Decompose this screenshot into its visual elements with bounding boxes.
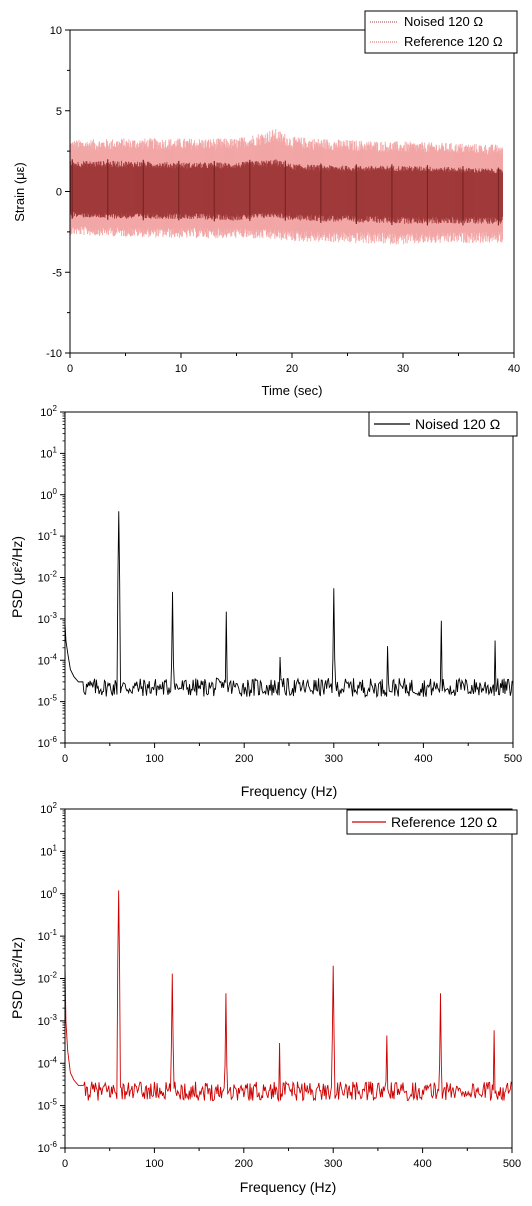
psd-x-tick-label: 400 bbox=[413, 1158, 431, 1170]
legend-label-reference-psd: Reference 120 Ω bbox=[391, 814, 497, 830]
psd-y-tick-label: 101 bbox=[40, 843, 57, 858]
psd-noised-chart: 102 101 100 10-1 10-2 10-3 10-4 10-5 10-6 0 100 200… bbox=[9, 404, 522, 799]
psd-x-tick-label: 300 bbox=[325, 753, 343, 765]
psd-y-tick-label: 102 bbox=[40, 801, 57, 816]
psd-series-line bbox=[64, 890, 513, 1103]
psd-noised-legend: Noised 120 Ω bbox=[368, 411, 518, 437]
psd-x-tick-label: 200 bbox=[235, 753, 253, 765]
strain-y-axis-label: Strain (με) bbox=[12, 162, 27, 222]
psd-y-tick-label: 10-3 bbox=[38, 611, 58, 626]
legend-label-noised: Noised 120 Ω bbox=[404, 14, 483, 29]
strain-y-tick-label: 0 bbox=[56, 187, 62, 199]
psd-y-tick-label: 10-2 bbox=[38, 971, 58, 986]
strain-legend: Noised 120 Ω Reference 120 Ω bbox=[364, 10, 518, 54]
strain-x-tick-label: 0 bbox=[67, 363, 73, 375]
psd-x-tick-label: 500 bbox=[504, 753, 522, 765]
psd-reference-legend: Reference 120 Ω bbox=[346, 809, 518, 835]
strain-x-tick-label: 30 bbox=[397, 363, 409, 375]
strain-y-tick-label: 5 bbox=[56, 106, 62, 118]
psd-y-tick-label: 10-4 bbox=[38, 1055, 58, 1070]
psd-y-tick-label: 10-5 bbox=[38, 694, 58, 709]
psd-reference-plot-area bbox=[64, 890, 513, 1103]
psd-x-tick-label: 500 bbox=[503, 1158, 521, 1170]
psd-x-tick-label: 300 bbox=[324, 1158, 342, 1170]
psd-reference-plot-frame bbox=[64, 808, 513, 1149]
psd-x-tick-label: 0 bbox=[62, 753, 68, 765]
psd-x-tick-label: 200 bbox=[235, 1158, 253, 1170]
psd-x-tick-label: 0 bbox=[62, 1158, 68, 1170]
strain-y-tick-label: -5 bbox=[52, 267, 62, 279]
strain-plot-area bbox=[69, 129, 504, 245]
psd-y-tick-label: 102 bbox=[40, 404, 57, 419]
psd-noised-plot-area bbox=[64, 511, 514, 699]
psd-reference-y-axis-label: PSD (με²/Hz) bbox=[9, 937, 25, 1019]
psd-y-tick-label: 10-6 bbox=[38, 1140, 58, 1155]
psd-y-tick-label: 10-1 bbox=[38, 928, 58, 943]
series-band-noised bbox=[69, 159, 504, 226]
strain-time-chart: 10 5 0 -5 -10 0 10 20 30 40 Time (sec) Strain (με… bbox=[12, 10, 520, 398]
psd-y-tick-label: 101 bbox=[40, 445, 57, 460]
strain-y-tick-label: 10 bbox=[50, 25, 62, 37]
psd-reference-axes: 102 101 100 10-1 10-2 10-3 10-4 10-5 10-6 0 100 200… bbox=[38, 801, 522, 1170]
psd-reference-x-axis-label: Frequency (Hz) bbox=[240, 1179, 336, 1195]
strain-axes: 10 5 0 -5 -10 0 10 20 30 40 bbox=[46, 25, 520, 375]
psd-y-tick-label: 10-6 bbox=[38, 735, 58, 750]
psd-noised-x-axis-label: Frequency (Hz) bbox=[241, 783, 337, 799]
psd-x-tick-label: 100 bbox=[145, 753, 163, 765]
psd-x-tick-label: 400 bbox=[414, 753, 432, 765]
strain-x-axis-label: Time (sec) bbox=[262, 383, 323, 398]
psd-y-tick-label: 100 bbox=[40, 886, 57, 901]
psd-series-line bbox=[64, 511, 514, 699]
strain-x-tick-label: 20 bbox=[286, 363, 298, 375]
psd-y-tick-label: 10-4 bbox=[38, 652, 58, 667]
strain-y-tick-label: -10 bbox=[46, 348, 62, 360]
legend-label-noised-psd: Noised 120 Ω bbox=[415, 416, 500, 432]
psd-noised-axes: 102 101 100 10-1 10-2 10-3 10-4 10-5 10-6 0 100 200… bbox=[38, 404, 523, 765]
psd-y-tick-label: 10-2 bbox=[38, 570, 58, 585]
psd-noised-y-axis-label: PSD (με²/Hz) bbox=[9, 536, 25, 618]
psd-y-tick-label: 10-5 bbox=[38, 1098, 58, 1113]
psd-y-tick-label: 10-3 bbox=[38, 1013, 58, 1028]
legend-label-reference: Reference 120 Ω bbox=[404, 34, 503, 49]
psd-reference-chart: 102 101 100 10-1 10-2 10-3 10-4 10-5 10-6 0 100 200… bbox=[9, 801, 521, 1195]
psd-y-tick-label: 100 bbox=[40, 487, 57, 502]
psd-x-tick-label: 100 bbox=[145, 1158, 163, 1170]
strain-x-tick-label: 10 bbox=[175, 363, 187, 375]
psd-y-tick-label: 10-1 bbox=[38, 528, 58, 543]
strain-x-tick-label: 40 bbox=[508, 363, 520, 375]
